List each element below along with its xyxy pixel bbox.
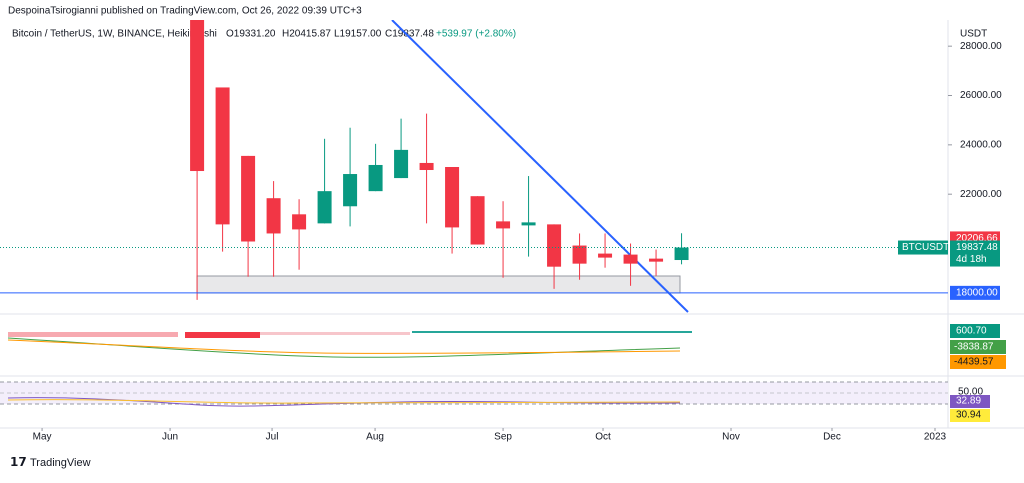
ohlc-close: C19837.48 <box>385 29 434 40</box>
x-tick-label: Oct <box>595 432 611 443</box>
x-tick-label: Aug <box>366 432 384 443</box>
x-tick-label: Jun <box>162 432 178 443</box>
trend-line <box>391 20 689 313</box>
price-tag <box>950 285 1000 300</box>
candle-body <box>674 247 689 261</box>
macd-label: -3838.87 <box>954 342 994 353</box>
candle-body <box>419 162 434 171</box>
countdown: 4d 18h <box>956 254 987 265</box>
x-tick-label: 2023 <box>924 432 947 443</box>
x-tick-label: May <box>33 432 52 443</box>
x-tick-label: Nov <box>722 432 740 443</box>
candle-body <box>215 87 230 225</box>
candle-body <box>266 198 281 234</box>
macd-histogram <box>8 332 178 337</box>
macd-tag <box>950 324 1000 338</box>
price-tag-label: 20206.66 <box>956 233 998 244</box>
candle-body <box>317 191 332 224</box>
y-tick-label: 28000.00 <box>960 41 1002 52</box>
macd-histogram <box>412 331 692 333</box>
support-zone <box>196 275 681 294</box>
candle-body <box>496 221 511 229</box>
candle-body <box>521 222 536 226</box>
candle-body <box>623 254 638 264</box>
candle-body <box>368 164 383 192</box>
y-tick-label: 24000.00 <box>960 139 1002 150</box>
candle-body <box>470 196 485 245</box>
ohlc-open: O19331.20 <box>226 29 276 40</box>
signal-line <box>7 339 681 354</box>
ohlc-high: H20415.87 <box>282 29 331 40</box>
rsi-label: 30.94 <box>956 410 981 421</box>
x-tick-label: Jul <box>266 432 279 443</box>
footer-brand[interactable]: TradingView <box>30 457 91 469</box>
candle-body <box>394 149 409 179</box>
symbol: Bitcoin / TetherUS, 1W, BINANCE, Heikin … <box>12 29 217 40</box>
rsi-tag <box>950 395 990 408</box>
rsi-ma <box>7 399 681 404</box>
price-tag <box>950 240 1000 267</box>
macd-label: -4439.57 <box>954 357 994 368</box>
ohlc-low: L19157.00 <box>334 29 382 40</box>
rsi-tag <box>950 409 990 422</box>
candle-body <box>445 167 460 228</box>
macd-tag <box>950 340 1006 354</box>
price-tag-label: 19837.48 <box>956 242 998 253</box>
y-tick-label: 22000.00 <box>960 189 1002 200</box>
rsi-label: 32.89 <box>956 396 981 407</box>
symbol-tag-label: BTCUSDT <box>902 242 949 253</box>
candle-body <box>547 224 562 267</box>
candle-body <box>292 214 307 230</box>
change: +539.97 (+2.80%) <box>436 29 516 40</box>
price-tag-label: 18000.00 <box>956 287 998 298</box>
logo-mark: 𝟭𝟳 <box>10 455 27 469</box>
macd-histogram <box>185 332 260 338</box>
rsi-band <box>0 382 948 404</box>
y-tick-label: 26000.00 <box>960 90 1002 101</box>
candle-body <box>190 20 205 172</box>
candle-body <box>572 245 587 264</box>
x-tick-label: Sep <box>494 432 512 443</box>
macd-tag <box>950 355 1006 369</box>
macd-histogram <box>260 332 410 335</box>
symbol-tag <box>898 240 948 255</box>
rsi-label: 50.00 <box>958 387 983 398</box>
candle-body <box>343 174 358 207</box>
byline: DespoinaTsirogianni published on Trading… <box>8 6 362 17</box>
x-tick-label: Dec <box>823 432 841 443</box>
candle-body <box>649 258 664 262</box>
rsi-pane: 50.00 32.89 30.94 <box>0 381 990 422</box>
currency: USDT <box>960 29 987 40</box>
main-pane <box>190 20 689 313</box>
macd-label: 600.70 <box>956 326 987 337</box>
macd-pane: 600.70 -3838.87 -4439.57 <box>7 324 1006 369</box>
candle-body <box>598 253 613 258</box>
candle-body <box>241 155 256 242</box>
